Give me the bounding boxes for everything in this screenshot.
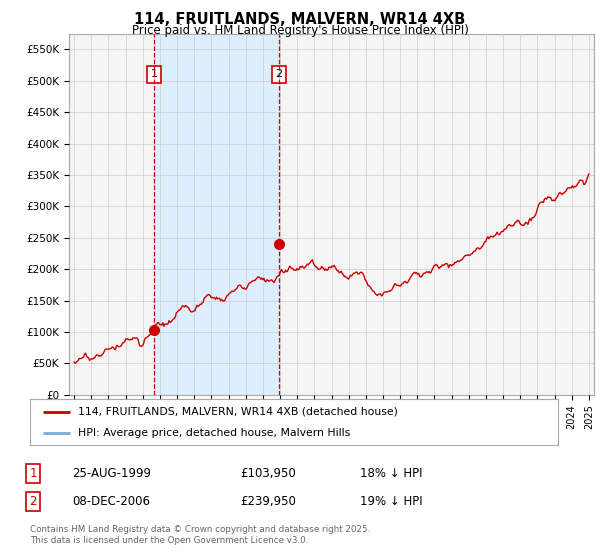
- Text: 114, FRUITLANDS, MALVERN, WR14 4XB (detached house): 114, FRUITLANDS, MALVERN, WR14 4XB (deta…: [77, 407, 397, 417]
- Text: Contains HM Land Registry data © Crown copyright and database right 2025.
This d: Contains HM Land Registry data © Crown c…: [30, 525, 370, 545]
- Text: £239,950: £239,950: [240, 494, 296, 508]
- Text: 2: 2: [29, 494, 37, 508]
- Text: £103,950: £103,950: [240, 466, 296, 480]
- Bar: [154, 34, 279, 395]
- Text: 1: 1: [29, 466, 37, 480]
- Text: 25-AUG-1999: 25-AUG-1999: [72, 466, 151, 480]
- Text: 2: 2: [275, 69, 283, 80]
- Text: 1: 1: [151, 69, 157, 80]
- Text: 08-DEC-2006: 08-DEC-2006: [72, 494, 150, 508]
- Text: 19% ↓ HPI: 19% ↓ HPI: [360, 494, 422, 508]
- Text: 114, FRUITLANDS, MALVERN, WR14 4XB: 114, FRUITLANDS, MALVERN, WR14 4XB: [134, 12, 466, 27]
- Text: 18% ↓ HPI: 18% ↓ HPI: [360, 466, 422, 480]
- Text: HPI: Average price, detached house, Malvern Hills: HPI: Average price, detached house, Malv…: [77, 428, 350, 438]
- Text: Price paid vs. HM Land Registry's House Price Index (HPI): Price paid vs. HM Land Registry's House …: [131, 24, 469, 36]
